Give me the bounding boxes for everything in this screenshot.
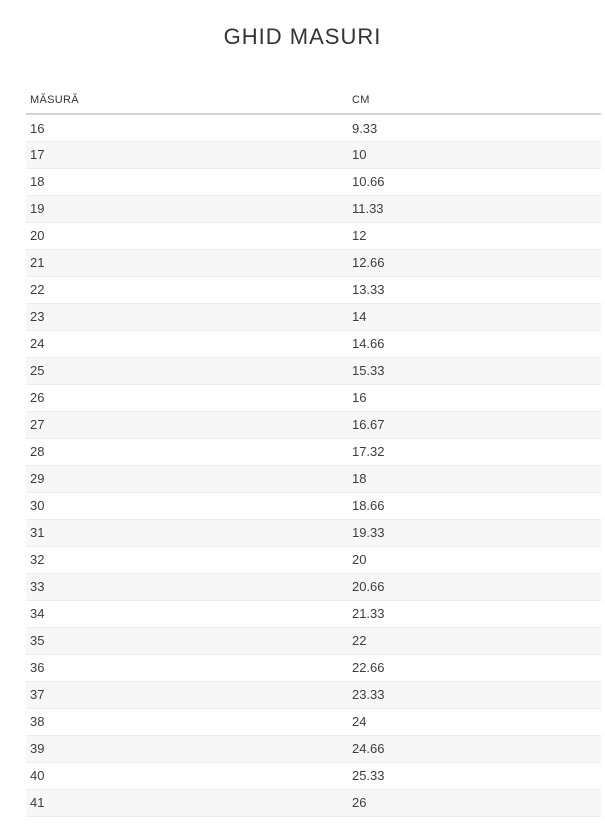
cm-cell: 16.67 bbox=[347, 410, 601, 439]
table-row: 21 12.66 bbox=[26, 248, 601, 277]
size-cell: 35 bbox=[26, 626, 348, 655]
size-cell: 28 bbox=[26, 437, 348, 466]
column-header-cm: CM bbox=[347, 88, 601, 116]
size-cell: 31 bbox=[26, 518, 348, 547]
cm-cell: 19.33 bbox=[347, 518, 601, 547]
table-row: 28 17.32 bbox=[26, 437, 601, 466]
size-cell: 37 bbox=[26, 680, 348, 709]
column-header-masura: MĂSURĂ bbox=[26, 88, 348, 116]
size-cell: 18 bbox=[26, 167, 348, 196]
size-cell: 26 bbox=[26, 383, 348, 412]
cm-cell: 20.66 bbox=[347, 572, 601, 601]
table-row: 33 20.66 bbox=[26, 572, 601, 601]
table-row: 26 16 bbox=[26, 383, 601, 412]
cm-cell: 12 bbox=[347, 221, 601, 250]
cm-cell: 24 bbox=[347, 707, 601, 736]
size-cell: 41 bbox=[26, 788, 348, 817]
cm-cell: 25.33 bbox=[347, 761, 601, 790]
size-guide-table: MĂSURĂ CM 16 9.33 17 10 18 10.66 19 11.33 20 12 21… bbox=[26, 88, 601, 817]
size-cell: 20 bbox=[26, 221, 348, 250]
table-row: 34 21.33 bbox=[26, 599, 601, 628]
cm-cell: 18 bbox=[347, 464, 601, 493]
size-cell: 30 bbox=[26, 491, 348, 520]
size-cell: 17 bbox=[26, 140, 348, 169]
table-row: 24 14.66 bbox=[26, 329, 601, 358]
table-row: 25 15.33 bbox=[26, 356, 601, 385]
size-cell: 19 bbox=[26, 194, 348, 223]
cm-cell: 17.32 bbox=[347, 437, 601, 466]
cm-cell: 23.33 bbox=[347, 680, 601, 709]
cm-cell: 21.33 bbox=[347, 599, 601, 628]
cm-cell: 22 bbox=[347, 626, 601, 655]
cm-cell: 10 bbox=[347, 140, 601, 169]
table-row: 31 19.33 bbox=[26, 518, 601, 547]
table-row: 16 9.33 bbox=[26, 114, 601, 142]
table-row: 17 10 bbox=[26, 140, 601, 169]
table-row: 38 24 bbox=[26, 707, 601, 736]
table-row: 29 18 bbox=[26, 464, 601, 493]
cm-cell: 26 bbox=[347, 788, 601, 817]
size-cell: 24 bbox=[26, 329, 348, 358]
size-cell: 21 bbox=[26, 248, 348, 277]
cm-cell: 20 bbox=[347, 545, 601, 574]
table-row: 32 20 bbox=[26, 545, 601, 574]
cm-cell: 13.33 bbox=[347, 275, 601, 304]
page-title: GHID MASURI bbox=[223, 24, 382, 49]
cm-cell: 18.66 bbox=[347, 491, 601, 520]
size-cell: 29 bbox=[26, 464, 348, 493]
size-cell: 22 bbox=[26, 275, 348, 304]
table-row: 20 12 bbox=[26, 221, 601, 250]
cm-cell: 24.66 bbox=[347, 734, 601, 763]
cm-cell: 9.33 bbox=[351, 120, 378, 136]
table-row: 36 22.66 bbox=[26, 653, 601, 682]
table-row: 23 14 bbox=[26, 302, 601, 331]
size-cell: 32 bbox=[26, 545, 348, 574]
cm-cell: 10.66 bbox=[347, 167, 601, 196]
cm-cell: 12.66 bbox=[347, 248, 601, 277]
cm-cell: 14 bbox=[347, 302, 601, 331]
header-row: MĂSURĂ CM bbox=[26, 88, 601, 116]
size-cell: 27 bbox=[26, 410, 348, 439]
cm-cell: 14.66 bbox=[347, 329, 601, 358]
cm-cell: 15.33 bbox=[347, 356, 601, 385]
size-cell: 39 bbox=[26, 734, 348, 763]
table-row: 27 16.67 bbox=[26, 410, 601, 439]
size-cell: 25 bbox=[26, 356, 348, 385]
size-cell: 36 bbox=[26, 653, 348, 682]
table-row: 22 13.33 bbox=[26, 275, 601, 304]
table-row: 40 25.33 bbox=[26, 761, 601, 790]
size-cell: 34 bbox=[26, 599, 348, 628]
size-cell: 16 bbox=[30, 120, 45, 136]
cm-cell: 11.33 bbox=[347, 194, 601, 223]
table-row: 35 22 bbox=[26, 626, 601, 655]
cm-cell: 16 bbox=[347, 383, 601, 412]
table-header: MĂSURĂ CM bbox=[26, 88, 601, 116]
size-cell: 38 bbox=[26, 707, 348, 736]
table-row: 41 26 bbox=[26, 788, 601, 817]
cm-cell: 22.66 bbox=[347, 653, 601, 682]
table-row: 30 18.66 bbox=[26, 491, 601, 520]
size-cell: 40 bbox=[26, 761, 348, 790]
table-row: 39 24.66 bbox=[26, 734, 601, 763]
table-row: 19 11.33 bbox=[26, 194, 601, 223]
table-body: 16 9.33 17 10 18 10.66 19 11.33 20 12 21 12.66 22 13.… bbox=[26, 114, 601, 817]
table-row: 37 23.33 bbox=[26, 680, 601, 709]
size-cell: 23 bbox=[26, 302, 348, 331]
size-cell: 33 bbox=[26, 572, 348, 601]
table-row: 18 10.66 bbox=[26, 167, 601, 196]
